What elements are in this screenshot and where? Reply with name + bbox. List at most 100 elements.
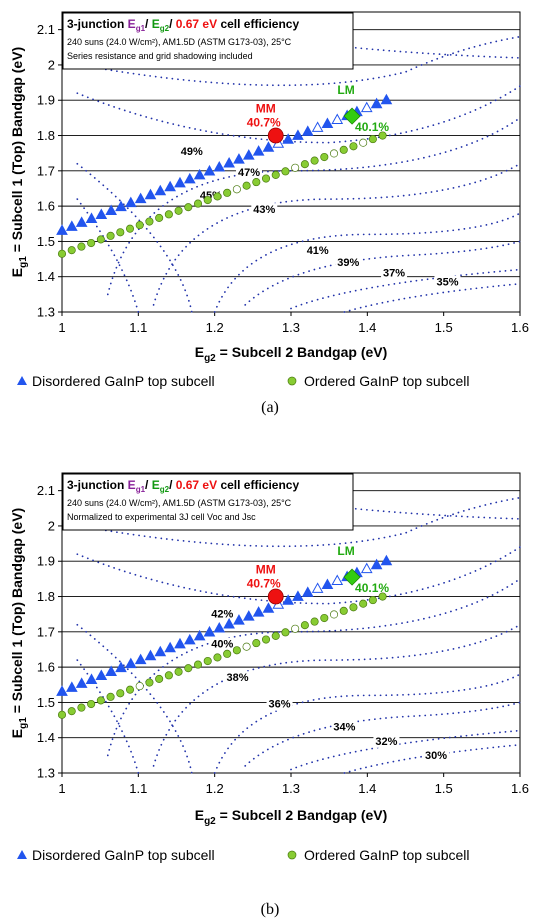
- contour-label-bg: [209, 637, 236, 651]
- contour-label-bg: [178, 144, 205, 158]
- y-tick-label: 2.1: [37, 22, 55, 37]
- lm-point: [343, 107, 361, 125]
- x-axis-label-e: E: [195, 344, 204, 360]
- triangle-point: [223, 157, 235, 168]
- contour-curve: [152, 162, 521, 306]
- contour-label-bg: [423, 748, 450, 762]
- triangle-point: [144, 649, 157, 661]
- triangle-point: [183, 172, 196, 184]
- circle-point: [203, 656, 212, 666]
- contour-label-bg: [209, 607, 236, 621]
- contour-label-bg: [251, 203, 278, 217]
- triangle-point: [321, 578, 334, 589]
- title-eg1-sub: g1: [136, 24, 146, 33]
- circle-point: [310, 156, 319, 165]
- chart-panel-b: 1.3 1.4 1.5 1.6 1.7 1.8 1.9 2 2.1 1 1.1 1.2 1.3 1.4 1.…: [9, 472, 529, 918]
- triangle-point: [154, 645, 167, 657]
- triangle-point: [360, 101, 373, 113]
- title-ev: 0.67 eV: [176, 478, 217, 492]
- mm-label: MM: [256, 563, 276, 577]
- circle-point: [164, 210, 173, 219]
- contour-label: 42%: [211, 609, 233, 621]
- contour-curve: [343, 743, 521, 774]
- contour-label: 37%: [383, 268, 405, 280]
- title-sep: /: [145, 478, 152, 492]
- circle-point: [310, 617, 319, 626]
- x-axis-label: Eg2 = Subcell 2 Bandgap (eV): [195, 344, 388, 364]
- circle-point: [300, 621, 309, 630]
- contour-label-bg: [266, 697, 293, 711]
- triangle-point: [85, 212, 98, 223]
- chart-title: 3-junction Eg1/ Eg2/ 0.67 eV cell effici…: [67, 17, 299, 33]
- x-axis-label-rest: = Subcell 2 Bandgap (eV): [216, 807, 388, 823]
- y-axis-label: Eg1 = Subcell 1 (Top) Bandgap (eV): [9, 508, 29, 738]
- circle-point: [125, 685, 135, 694]
- contour-curve: [76, 162, 193, 313]
- circle-point: [291, 624, 300, 633]
- circle-point: [155, 674, 164, 683]
- circle-point: [329, 610, 339, 619]
- circle-point: [242, 181, 251, 190]
- circle-point: [125, 224, 135, 233]
- contour-label-bg: [434, 275, 461, 289]
- y-tick-label: 2: [48, 57, 55, 72]
- y-tick-label: 1.7: [37, 163, 55, 178]
- circle-point: [87, 238, 96, 248]
- y-tick-label: 1.3: [37, 305, 55, 320]
- title-eg1-sub: g1: [136, 485, 146, 494]
- title-suffix: cell efficiency: [217, 17, 299, 31]
- mm-point: [267, 127, 284, 144]
- triangle-point: [282, 133, 294, 144]
- title-prefix: 3-junction: [67, 478, 128, 492]
- figure-caption: (b): [261, 901, 280, 918]
- circle-point: [349, 142, 358, 151]
- circle-point: [67, 246, 76, 255]
- triangle-point: [193, 629, 206, 641]
- contour-curve: [152, 623, 521, 767]
- circle-point: [174, 206, 183, 215]
- triangle-point: [183, 633, 196, 645]
- title-eg2-sub: g2: [160, 24, 170, 33]
- y-tick-label: 1.5: [37, 695, 55, 710]
- legend-triangle-icon: [17, 376, 27, 385]
- circle-point: [96, 235, 105, 244]
- contour-label-bg: [335, 256, 362, 270]
- circle-point: [106, 231, 115, 240]
- title-box-line: Normalized to experimental 3J cell Voc a…: [67, 512, 256, 522]
- y-tick-label: 1.6: [37, 660, 55, 675]
- title-sep: /: [169, 17, 176, 31]
- triangle-point: [95, 208, 108, 219]
- y-axis-label-e: E: [9, 268, 25, 277]
- x-axis-label-sub: g2: [204, 353, 216, 364]
- triangle-point: [331, 113, 344, 125]
- circle-point: [252, 639, 261, 648]
- lm-point: [343, 568, 361, 586]
- triangle-point: [360, 562, 373, 574]
- x-tick-label: 1.2: [206, 781, 224, 796]
- y-axis-label: Eg1 = Subcell 1 (Top) Bandgap (eV): [9, 47, 29, 277]
- contour-curve: [244, 701, 521, 767]
- triangle-point: [75, 677, 88, 688]
- circle-point: [339, 145, 348, 154]
- triangle-point: [213, 621, 226, 633]
- circle-point: [116, 689, 125, 698]
- lm-label: LM: [337, 83, 354, 97]
- contour-label-bg: [236, 166, 263, 180]
- x-axis-label-rest: = Subcell 2 Bandgap (eV): [216, 344, 388, 360]
- contour-label: 39%: [337, 257, 359, 269]
- triangle-point: [164, 641, 176, 653]
- title-box-line: 240 suns (24.0 W/cm²), AM1.5D (ASTM G173…: [67, 498, 292, 508]
- contour-curve: [76, 546, 521, 605]
- y-tick-label: 1.9: [37, 554, 55, 569]
- triangle-point: [292, 590, 304, 601]
- triangle-point: [134, 653, 147, 665]
- legend-label: Disordered GaInP top subcell: [32, 847, 215, 863]
- mm-point: [267, 588, 284, 605]
- y-tick-label: 2: [48, 518, 55, 533]
- circle-point: [106, 692, 115, 701]
- triangle-point: [134, 192, 147, 204]
- triangle-point: [193, 168, 206, 180]
- x-tick-label: 1.3: [282, 781, 300, 796]
- legend-label: Ordered GaInP top subcell: [304, 373, 470, 389]
